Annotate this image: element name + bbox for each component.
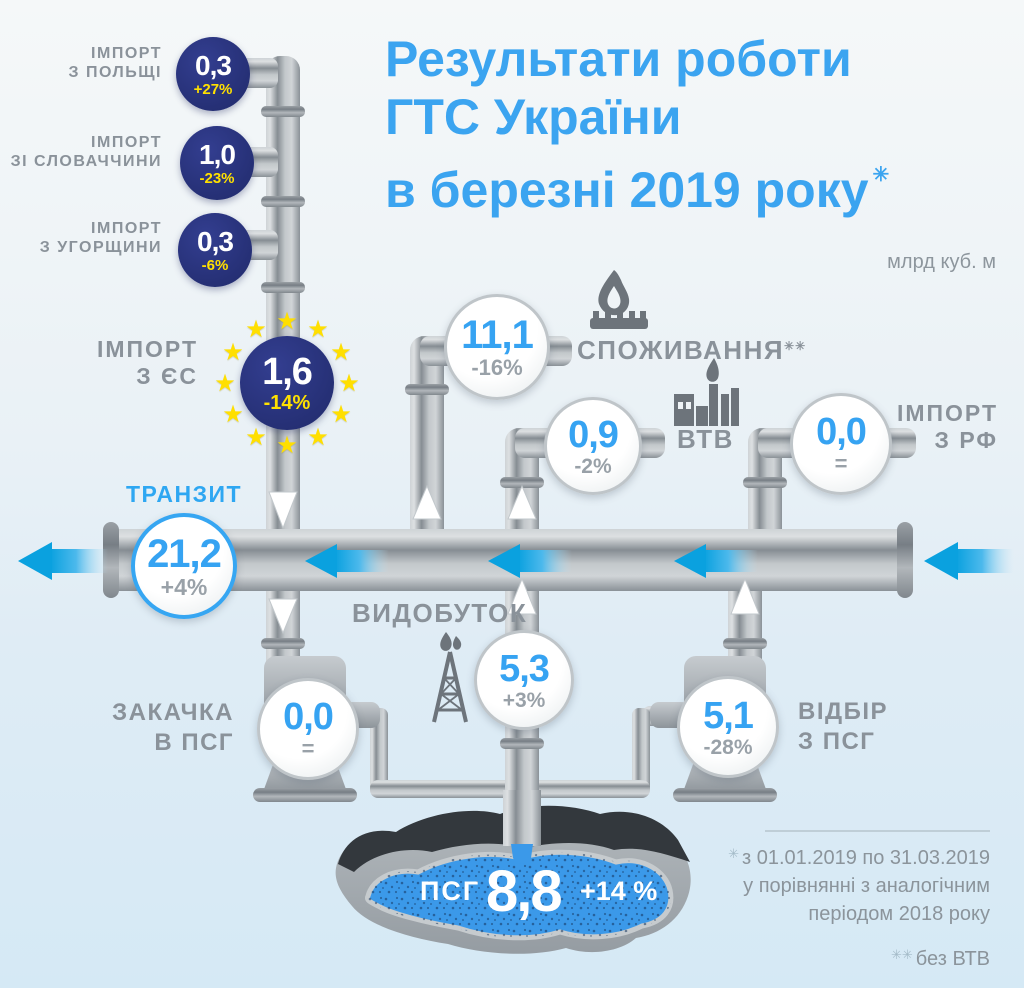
storage-change: +14 % bbox=[580, 876, 658, 906]
consumption-footnote-mark: ✳✳ bbox=[784, 339, 807, 353]
production-up-arrow-icon bbox=[507, 577, 537, 615]
footnote-mark-1: ✳ bbox=[728, 846, 739, 861]
pipe-flange bbox=[261, 106, 305, 117]
footnote-divider bbox=[765, 830, 990, 832]
eu-down-arrow-icon bbox=[268, 491, 298, 530]
eu-star-icon: ★ bbox=[245, 424, 267, 451]
transit-arrow-icon bbox=[18, 542, 52, 580]
storage-inlet-pipe bbox=[503, 790, 541, 846]
withdrawal-gauge: 5,1 -28% bbox=[677, 676, 779, 778]
pipe-end-cap-right bbox=[897, 522, 913, 598]
consumption-up-arrow-icon bbox=[412, 484, 442, 520]
vtv-up-arrow-icon bbox=[507, 484, 537, 520]
transit-arrow-icon bbox=[488, 544, 520, 578]
injection-down-arrow-icon bbox=[268, 598, 298, 635]
gas-pour-stream bbox=[511, 844, 533, 864]
gas-burner-icon bbox=[590, 270, 648, 329]
footnote-mark-2: ✳✳ bbox=[891, 947, 913, 962]
eu-star-icon: ★ bbox=[222, 401, 244, 428]
transit-arrow-icon bbox=[305, 544, 337, 578]
hungary-import-value-badge: 0,3 -6% bbox=[178, 213, 252, 287]
units-label: млрд куб. м bbox=[887, 251, 996, 273]
rf-import-gauge: 0,0 = bbox=[790, 393, 892, 495]
transit-arrow-icon bbox=[924, 542, 958, 580]
pipe-flange bbox=[500, 477, 544, 488]
consumption-gauge: 11,1 -16% bbox=[444, 294, 550, 400]
pipe-flange bbox=[261, 282, 305, 293]
transit-label: ТРАНЗИТ bbox=[126, 481, 243, 507]
footnote-1-line1: ✳ з 01.01.2019 по 31.03.2019 bbox=[728, 846, 990, 869]
storage-value: 8,8 bbox=[486, 859, 563, 924]
consumption-label: СПОЖИВАННЯ✳✳ bbox=[577, 335, 807, 365]
eu-import-label: ІМПОРТ З ЄС bbox=[96, 336, 198, 389]
import-pipes bbox=[236, 56, 305, 550]
storage-label: ПСГ bbox=[420, 876, 481, 906]
injection-gauge: 0,0 = bbox=[257, 678, 359, 780]
vtv-label: ВТВ bbox=[677, 424, 734, 454]
title-line2: ГТС України bbox=[385, 89, 682, 145]
vtv-gauge: 0,9 -2% bbox=[544, 397, 642, 495]
footnote-1-line2: у порівнянні з аналогічним bbox=[743, 875, 990, 897]
poland-import-value-badge: 0,3 +27% bbox=[176, 37, 250, 111]
eu-star-icon: ★ bbox=[330, 401, 352, 428]
pipe-flange bbox=[743, 477, 787, 488]
factory-icon bbox=[674, 358, 739, 426]
footnote-1-line3: періодом 2018 року bbox=[808, 903, 990, 925]
pipe-flange bbox=[500, 738, 544, 749]
pipe-flange bbox=[723, 638, 767, 649]
derrick-icon bbox=[432, 632, 468, 723]
pipe-flange bbox=[261, 638, 305, 649]
underground-storage bbox=[335, 805, 691, 954]
eu-star-icon: ★ bbox=[330, 339, 352, 366]
pipe-flange bbox=[261, 196, 305, 207]
storage-gas-speckles bbox=[367, 852, 671, 938]
withdrawal-up-arrow-icon bbox=[730, 577, 760, 615]
rf-import-label: ІМПОРТ З РФ bbox=[896, 400, 998, 453]
eu-star-icon: ★ bbox=[222, 339, 244, 366]
production-gauge: 5,3 +3% bbox=[474, 630, 574, 730]
withdrawal-label: ВІДБІР З ПСГ bbox=[798, 698, 889, 755]
footnote-2: ✳✳ без ВТВ bbox=[891, 947, 990, 970]
pipe-flange bbox=[405, 384, 449, 395]
production-label: ВИДОБУТОК bbox=[352, 598, 528, 628]
pipe-end-cap-left bbox=[103, 522, 119, 598]
eu-star-icon: ★ bbox=[307, 316, 329, 343]
title-footnote-mark: ✳ bbox=[872, 164, 890, 186]
slovakia-import-value-badge: 1,0 -23% bbox=[180, 126, 254, 200]
footnotes: ✳ з 01.01.2019 по 31.03.2019 у порівнянні… bbox=[690, 840, 990, 973]
page-title: Результати роботи ГТС України в березні … bbox=[385, 30, 889, 219]
transit-arrow-icon bbox=[674, 544, 706, 578]
transit-flow-arrows bbox=[18, 542, 1014, 580]
eu-import-vertical-pipe bbox=[266, 56, 300, 550]
poland-import-label: ІМПОРТ З ПОЛЬЩІ bbox=[68, 45, 162, 81]
eu-star-icon: ★ bbox=[245, 316, 267, 343]
flow-direction-arrows bbox=[268, 484, 760, 635]
eu-import-value-badge: 1,6 -14% bbox=[240, 336, 334, 430]
eu-star-icon: ★ bbox=[276, 308, 298, 335]
eu-star-icon: ★ bbox=[276, 432, 298, 459]
title-line1: Результати роботи bbox=[385, 31, 852, 87]
hungary-import-label: ІМПОРТ З УГОРЩИНИ bbox=[39, 220, 162, 256]
title-line3: в березні 2019 року ✳ bbox=[385, 162, 890, 218]
eu-star-icon: ★ bbox=[307, 424, 329, 451]
transit-gauge: 21,2 +4% bbox=[131, 513, 237, 619]
slovakia-import-label: ІМПОРТ ЗІ СЛОВАЧЧИНИ bbox=[10, 134, 162, 170]
injection-label: ЗАКАЧКА В ПСГ bbox=[112, 699, 234, 756]
eu-star-icon: ★ bbox=[214, 370, 236, 397]
eu-star-icon: ★ bbox=[338, 370, 360, 397]
